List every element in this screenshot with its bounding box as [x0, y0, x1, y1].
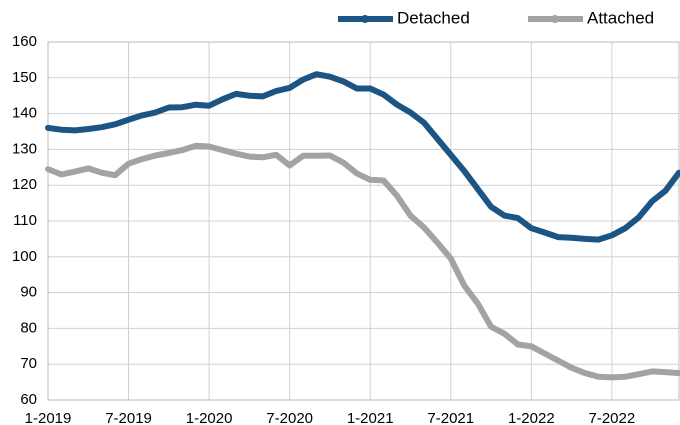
y-tick-label: 160: [12, 33, 37, 50]
series-line: [45, 71, 680, 243]
y-tick-label: 110: [13, 212, 37, 229]
y-tick-label: 90: [20, 284, 37, 301]
series-line: [45, 142, 680, 381]
x-tick-label: 1-2021: [347, 410, 394, 425]
y-tick-label: 80: [20, 319, 37, 336]
y-tick-label: 100: [12, 248, 37, 265]
x-tick-label: 1-2022: [508, 410, 555, 425]
legend-label: Detached: [397, 8, 470, 27]
x-tick-label: 7-2019: [105, 410, 152, 425]
legend-label: Attached: [587, 8, 654, 27]
y-tick-label: 150: [12, 69, 37, 86]
x-tick-label: 1-2019: [25, 410, 72, 425]
legend-marker: [361, 15, 369, 23]
y-tick-label: 60: [20, 391, 37, 408]
legend-marker: [551, 15, 559, 23]
y-tick-label: 130: [12, 140, 37, 157]
y-tick-label: 140: [12, 105, 37, 122]
y-tick-label: 70: [20, 355, 37, 372]
x-tick-label: 7-2021: [427, 410, 474, 425]
plot-frame: [47, 41, 680, 401]
x-tick-label: 7-2022: [589, 410, 636, 425]
x-tick-label: 1-2020: [186, 410, 233, 425]
x-tick-label: 7-2020: [266, 410, 313, 425]
y-tick-label: 120: [12, 176, 37, 193]
